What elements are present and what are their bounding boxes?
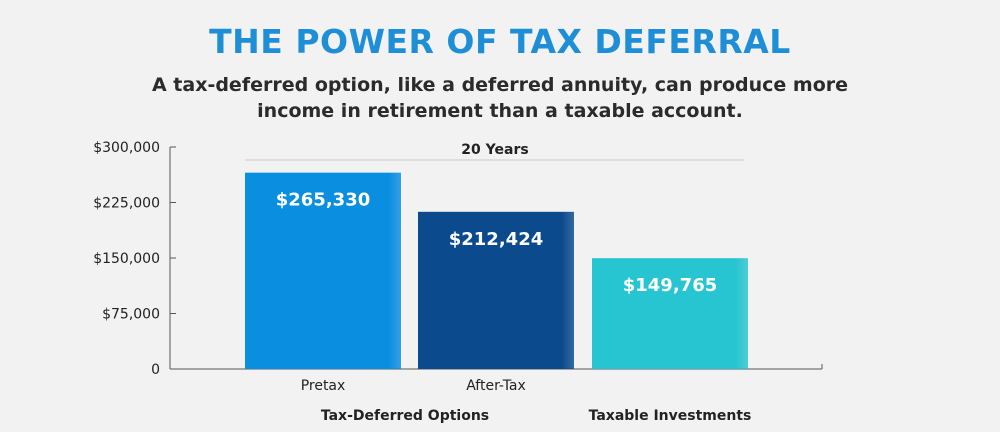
period-label: 20 Years xyxy=(461,142,528,158)
chart-subtitle: A tax-deferred option, like a deferred a… xyxy=(151,74,849,122)
group-label-1: Tax-Deferred Options xyxy=(321,408,489,424)
bar-value-label-1: $265,330 xyxy=(276,190,371,211)
bars xyxy=(245,172,748,369)
category-label-2: After-Tax xyxy=(466,378,526,394)
chart-title: THE POWER OF TAX DEFERRAL xyxy=(209,22,791,61)
y-tick-label: $300,000 xyxy=(93,140,160,156)
y-tick-label: $150,000 xyxy=(93,251,160,267)
labels: 0 $75,000 $150,000 $225,000 $300,000 20 Years… xyxy=(93,140,751,424)
category-label-1: Pretax xyxy=(301,378,346,394)
bar-1 xyxy=(245,172,401,369)
y-tick-label: $75,000 xyxy=(102,307,160,323)
bar-value-label-3: $149,765 xyxy=(623,275,718,296)
group-label-2: Taxable Investments xyxy=(589,408,752,424)
bar-3 xyxy=(592,258,748,369)
y-tick-label: $225,000 xyxy=(93,196,160,212)
y-tick-label: 0 xyxy=(151,362,160,378)
bar-2 xyxy=(418,211,574,369)
bar-value-label-2: $212,424 xyxy=(449,229,544,250)
